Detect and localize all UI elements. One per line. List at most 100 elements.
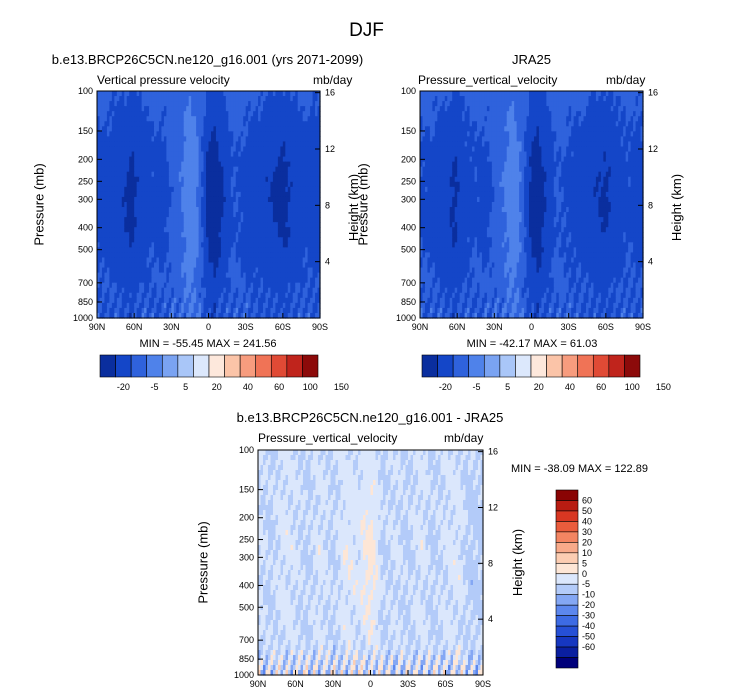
panel1-cell [173,116,177,122]
panel1-cell [111,267,115,274]
panel1-cell [134,292,138,299]
panel1-cell [292,191,296,198]
panel1-cell [139,141,143,148]
panel1-cell [235,222,239,228]
panel1-cell [295,222,299,228]
panel1-cell [156,282,160,289]
panel1-cell [198,222,202,228]
panel1-cell [260,161,264,168]
panel2-cell [514,126,518,132]
panel1-cell [151,131,155,137]
panel1-cell [282,136,286,143]
panel1-cell [315,282,319,289]
panel1-cell [168,287,172,294]
panel1-cell [131,196,135,203]
panel2-cell [442,96,446,102]
panel2-cell [573,96,577,102]
panel1-cell [136,252,140,259]
panel1-cell [225,312,229,319]
panel1-cell [181,126,185,132]
panel1-colorbar-swatch [130,354,148,378]
panel1-cell [171,247,175,254]
panel1-cell [243,272,247,279]
panel1-cell [272,312,276,319]
panel1-cell [131,247,135,254]
panel1-cell [213,151,217,158]
panel1-cell [176,227,180,233]
panel1-cell [171,292,175,299]
panel1-cell [149,242,153,248]
panel1-cell [163,292,167,299]
panel2-cell [494,131,498,137]
panel1-cell [121,151,125,158]
panel2-cell [496,106,500,112]
panel1-cell [201,151,205,158]
panel1-cell [99,91,103,97]
panel1-cell [210,111,215,117]
panel1-cell [141,121,145,127]
panel2-cell [491,106,495,112]
panel1-cell [240,272,244,279]
panel1-cell [111,212,115,218]
panel1-cell [136,207,140,213]
panel1-cell [156,217,160,223]
panel2-cell [459,101,463,107]
panel1-cell [206,116,210,122]
panel1-cell [178,212,182,218]
panel1-cell [181,196,185,203]
panel1-cell [260,176,264,183]
panel1-cell [302,282,306,289]
panel1-cell [260,272,264,279]
panel1-cell [171,171,175,178]
panel1-cell [208,101,212,107]
panel1-cell [282,131,286,137]
panel1-cell [151,207,155,213]
panel1-cell [292,257,296,264]
panel1-cell [275,131,279,137]
panel1-cell [131,267,135,274]
panel2-cell [538,96,543,102]
panel1-cell [210,131,215,137]
panel1-cell [121,242,125,248]
panel1-cell [245,161,249,168]
panel1-cell [181,201,185,208]
panel1-cell [312,196,316,203]
panel1-cell [151,232,155,238]
panel1-cell [181,146,185,153]
panel1-cell [265,91,269,97]
panel1-cell [139,307,143,314]
panel1-cell [258,181,262,188]
panel1-cell [310,111,314,117]
panel2-cell [494,136,498,143]
panel1-cell [272,247,276,254]
panel1-cell [173,252,177,259]
panel1-cell [305,287,309,294]
panel1-cell [116,212,120,218]
panel1-cell [305,242,309,248]
panel1-cell [136,136,140,143]
panel1-cell [215,106,220,112]
panel1-cell [270,252,274,259]
panel2-cell [563,101,567,107]
panel1-cell [171,126,175,132]
panel2-cell [526,126,530,132]
panel1-cell [188,116,192,122]
panel1-cell [267,257,272,264]
panel2-cell [603,121,607,127]
panel1-cell [101,116,106,122]
panel1-cell [203,131,207,137]
panel1-cell [220,267,224,274]
panel1-cell [245,252,249,259]
panel1-cell [149,272,153,279]
panel1-cell [191,277,195,284]
panel1-cell [297,196,301,203]
panel1-cell [134,282,138,289]
panel1-cell [300,277,304,284]
panel1-cell [116,136,120,143]
panel2-cell [593,106,597,112]
panel1-cell [243,96,247,102]
panel2-cell [548,131,552,137]
panel1-cell [210,166,215,173]
panel1-cell [171,302,175,309]
panel1-cell [158,176,163,183]
